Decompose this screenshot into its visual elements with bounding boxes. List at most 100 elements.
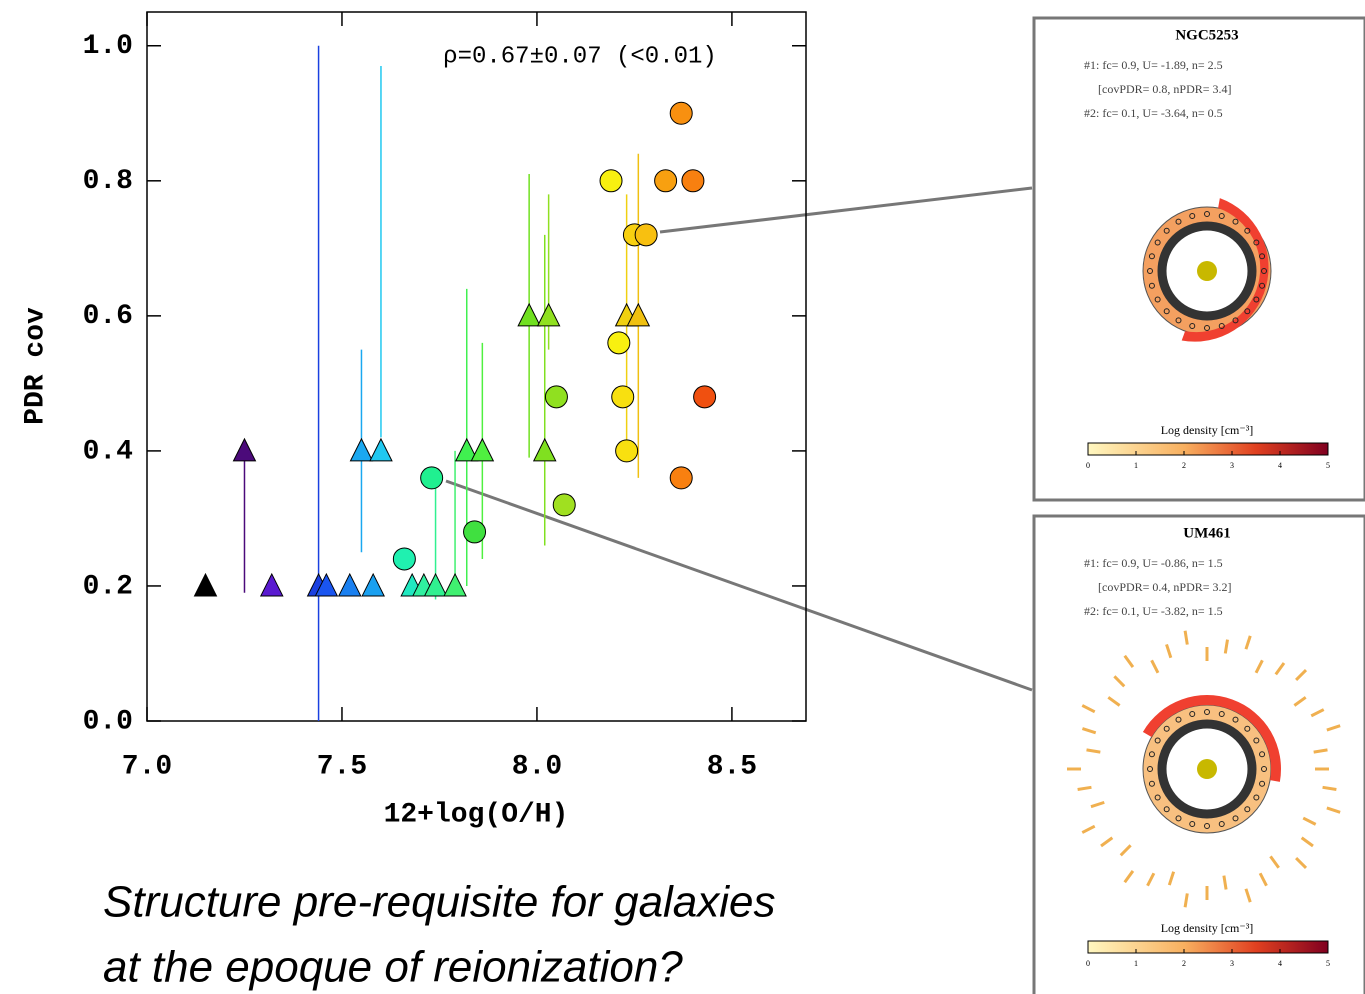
- inset-param: #2: fc= 0.1, U= -3.64, n= 0.5: [1084, 106, 1223, 120]
- x-tick-label: 7.0: [122, 751, 172, 782]
- clump: [1147, 268, 1153, 274]
- colorbar-tick-label: 3: [1230, 959, 1234, 968]
- cloud-tick: [1300, 836, 1314, 848]
- annotation: ρ=0.67±0.07 (<0.01): [443, 43, 717, 70]
- clump: [1218, 212, 1225, 219]
- source: [1197, 261, 1217, 281]
- inset-param: #2: fc= 0.1, U= -3.82, n= 1.5: [1084, 604, 1223, 618]
- colorbar-tick-label: 0: [1086, 461, 1090, 470]
- point: [369, 437, 393, 462]
- point: [392, 547, 416, 571]
- cloud-tick: [1223, 639, 1229, 654]
- source: [1197, 759, 1217, 779]
- cloud-tick: [1244, 888, 1252, 903]
- point: [232, 437, 257, 462]
- clump: [1259, 751, 1266, 758]
- colorbar-tick-label: 4: [1278, 959, 1282, 968]
- point: [626, 302, 651, 327]
- x-axis-label: 12+log(O/H): [384, 799, 569, 830]
- clump: [1253, 239, 1260, 246]
- x-tick-label: 7.5: [317, 751, 367, 782]
- clump: [1175, 815, 1182, 822]
- y-tick-label: 0.0: [83, 706, 133, 737]
- point: [349, 437, 374, 462]
- cloud-tick: [1123, 870, 1135, 884]
- cloud-tick: [1295, 857, 1308, 870]
- cloud-tick: [1167, 871, 1176, 886]
- clump: [1232, 815, 1239, 822]
- colorbar-tick-label: 3: [1230, 461, 1234, 470]
- cloud-tick: [1100, 836, 1114, 848]
- point: [536, 302, 561, 327]
- clump: [1253, 296, 1260, 303]
- clump: [1244, 806, 1251, 813]
- cloud-tick: [1183, 630, 1189, 645]
- cloud-tick: [1081, 824, 1096, 834]
- colorbar-tick-label: 5: [1326, 461, 1330, 470]
- point: [669, 101, 693, 125]
- clump: [1259, 282, 1266, 289]
- point: [361, 572, 385, 597]
- cloud-tick: [1090, 800, 1105, 809]
- caption: Structure pre-requisite for galaxies: [103, 878, 776, 927]
- cloud-tick: [1293, 696, 1307, 707]
- point: [607, 331, 631, 355]
- point: [532, 437, 557, 462]
- clump: [1261, 766, 1267, 772]
- clump: [1232, 317, 1239, 324]
- clump: [1148, 751, 1155, 758]
- inset-param: #1: fc= 0.9, U= -0.86, n= 1.5: [1084, 556, 1223, 570]
- point: [337, 572, 362, 597]
- cloud-tick: [1302, 816, 1317, 826]
- clump: [1148, 780, 1155, 787]
- cloud-tick: [1077, 785, 1092, 791]
- clump: [1244, 725, 1251, 732]
- clump: [1261, 268, 1267, 274]
- cloud-tick: [1086, 748, 1101, 754]
- cloud-tick: [1222, 875, 1228, 890]
- cloud-tick: [1322, 785, 1337, 791]
- clump: [1163, 308, 1170, 315]
- cloud-tick: [1113, 675, 1126, 688]
- colorbar-tick-label: 5: [1326, 959, 1330, 968]
- cloud-tick: [1146, 872, 1156, 887]
- point: [470, 437, 495, 462]
- point: [634, 223, 658, 247]
- cloud-tick: [1274, 662, 1286, 676]
- point: [423, 572, 448, 597]
- colorbar: [1087, 940, 1329, 954]
- clump: [1232, 218, 1239, 225]
- cloud-tick: [1326, 724, 1341, 732]
- clump: [1163, 227, 1170, 234]
- colorbar-tick-label: 1: [1134, 959, 1138, 968]
- clump: [1253, 737, 1260, 744]
- x-tick-label: 8.0: [512, 751, 562, 782]
- colorbar-label: Log density [cm⁻³]: [1161, 921, 1254, 935]
- cloud-tick: [1165, 643, 1173, 659]
- clump: [1204, 709, 1210, 715]
- colorbar-tick-label: 0: [1086, 959, 1090, 968]
- point: [669, 466, 693, 490]
- clump: [1189, 212, 1196, 219]
- clump: [1163, 806, 1170, 813]
- clump: [1154, 296, 1161, 303]
- point: [681, 169, 705, 193]
- y-tick-label: 0.8: [83, 166, 133, 197]
- point: [193, 572, 218, 597]
- colorbar: [1087, 442, 1329, 456]
- cloud-tick: [1107, 696, 1121, 707]
- x-tick-label: 8.5: [707, 751, 757, 782]
- colorbar-tick-label: 2: [1182, 959, 1186, 968]
- connector: [659, 186, 1033, 234]
- point: [654, 169, 678, 193]
- point: [693, 385, 717, 409]
- point: [611, 385, 635, 409]
- inset-param: #1: fc= 0.9, U= -1.89, n= 2.5: [1084, 58, 1223, 72]
- clump: [1244, 227, 1251, 234]
- point: [454, 437, 479, 462]
- clump: [1204, 823, 1210, 829]
- clump: [1189, 821, 1196, 828]
- colorbar-label: Log density [cm⁻³]: [1161, 423, 1254, 437]
- inset-param: [covPDR= 0.4, nPDR= 3.2]: [1098, 580, 1232, 594]
